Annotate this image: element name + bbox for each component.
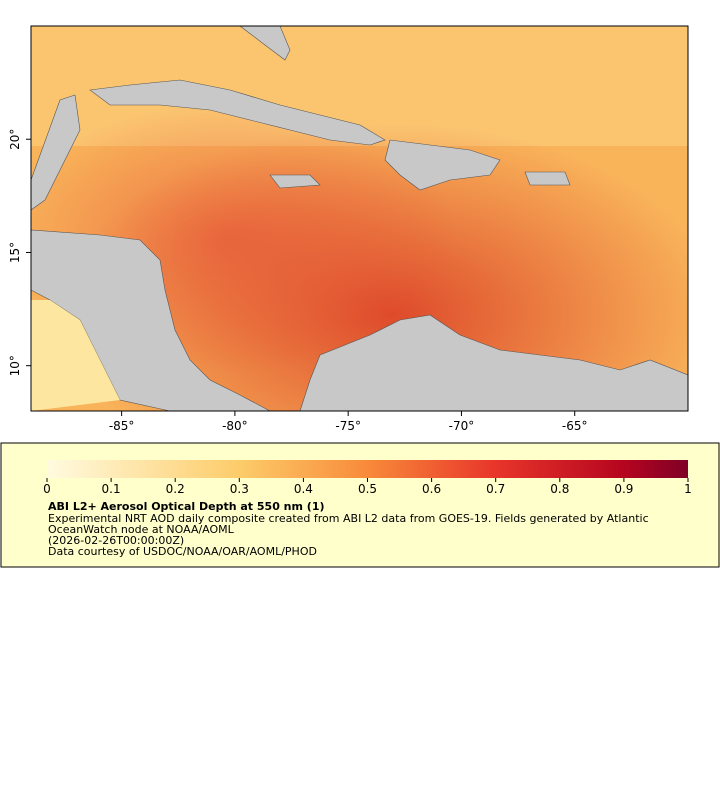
- jamaica: [269, 174, 321, 189]
- lat-tick-label: 15°: [8, 242, 22, 263]
- legend-time: (2026-02-26T00:00:00Z): [48, 534, 184, 547]
- puerto-rico: [524, 171, 571, 186]
- legend-description: OceanWatch node at NOAA/AOML: [48, 523, 235, 536]
- lon-tick-label: -80°: [222, 419, 248, 433]
- map: [30, 25, 689, 412]
- colorbar-tick-label: 0.3: [230, 482, 249, 496]
- legend-title: ABI L2+ Aerosol Optical Depth at 550 nm …: [48, 500, 325, 513]
- colorbar-tick-label: 0.2: [166, 482, 185, 496]
- colorbar: [47, 460, 688, 478]
- legend-description: Experimental NRT AOD daily composite cre…: [48, 512, 649, 525]
- hispaniola: [384, 139, 501, 191]
- colorbar-tick-label: 0.9: [614, 482, 633, 496]
- lon-tick-label: -85°: [109, 419, 135, 433]
- colorbar-tick-label: 0.6: [422, 482, 441, 496]
- lon-tick-label: -65°: [562, 419, 588, 433]
- colorbar-tick-label: 0.4: [294, 482, 313, 496]
- colorbar-tick-label: 1: [684, 482, 692, 496]
- cuba: [89, 79, 386, 146]
- yucatan: [30, 94, 81, 211]
- lat-tick-label: 20°: [8, 129, 22, 150]
- lon-tick-label: -70°: [449, 419, 475, 433]
- colorbar-tick-label: 0.8: [550, 482, 569, 496]
- lon-tick-label: -75°: [335, 419, 361, 433]
- colorbar-tick-label: 0.7: [486, 482, 505, 496]
- colorbar-tick-label: 0.1: [102, 482, 121, 496]
- central-america: [30, 229, 271, 412]
- colorbar-tick-label: 0.5: [358, 482, 377, 496]
- map-frame: [30, 25, 689, 412]
- legend-credit: Data courtesy of USDOC/NOAA/OAR/AOML/PHO…: [48, 545, 317, 558]
- south-america: [299, 314, 689, 412]
- lat-tick-label: 10°: [8, 355, 22, 376]
- pacific: [31, 300, 120, 411]
- colorbar-tick-label: 0: [43, 482, 51, 496]
